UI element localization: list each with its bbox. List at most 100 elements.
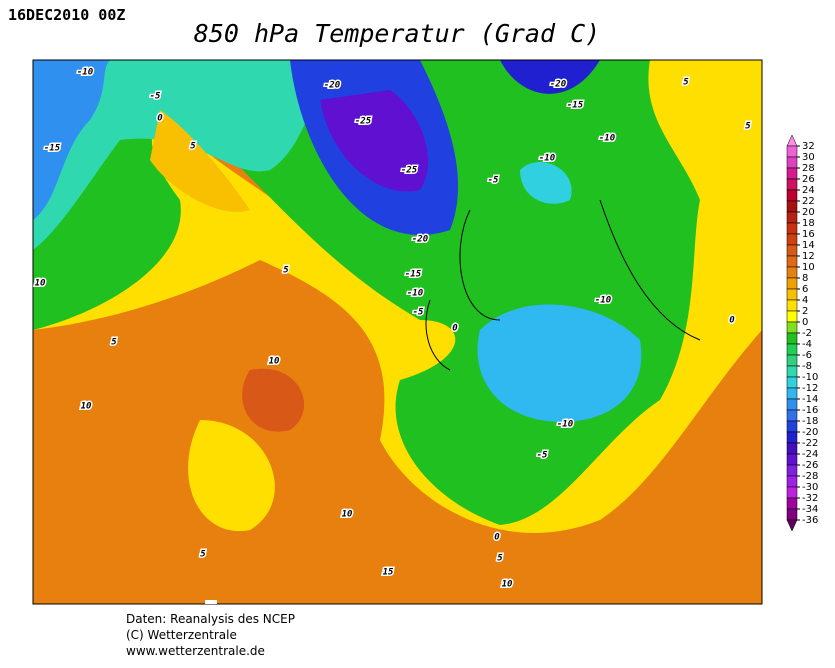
- colorbar-band: [786, 475, 798, 488]
- colorbar-label: 22: [802, 196, 815, 207]
- colorbar-band: [786, 332, 798, 345]
- colorbar-label: -2: [802, 328, 812, 339]
- colorbar-band: [786, 354, 798, 367]
- colorbar-band: [786, 244, 798, 257]
- colorbar-band: [786, 266, 798, 279]
- contour-label: 0: [452, 324, 458, 334]
- contour-label: 5: [111, 338, 117, 348]
- contour-label: -5: [537, 451, 548, 461]
- contour-label: -20: [550, 80, 567, 90]
- footer-text: www.wetterzentrale.de: [126, 644, 265, 658]
- colorbar-label: -10: [802, 372, 818, 383]
- colorbar-label: -30: [802, 482, 818, 493]
- contour-label: -20: [412, 235, 429, 245]
- colorbar-label: 14: [802, 240, 815, 251]
- colorbar-band: [786, 167, 798, 180]
- colorbar-label: 20: [802, 207, 815, 218]
- colorbar-cap: [786, 519, 798, 532]
- colorbar-label: -14: [802, 394, 818, 405]
- contour-label: 10: [35, 279, 46, 289]
- contour-label: 5: [497, 554, 503, 564]
- colorbar-band: [786, 442, 798, 455]
- colorbar-label: -8: [802, 361, 812, 372]
- colorbar-band: [786, 211, 798, 224]
- contour-label: -15: [567, 101, 584, 111]
- colorbar-band: [786, 486, 798, 499]
- contour-label: -15: [405, 270, 422, 280]
- colorbar-band: [786, 365, 798, 378]
- colorbar-band: [786, 376, 798, 389]
- colorbar-label: 8: [802, 273, 808, 284]
- contour-label: -10: [407, 289, 424, 299]
- colorbar-label: 16: [802, 229, 815, 240]
- contour-label: 0: [157, 114, 163, 124]
- colorbar: 32302826242220181614121086420-2-4-6-8-10…: [786, 134, 818, 532]
- contour-label: 5: [683, 78, 689, 88]
- colorbar-band: [786, 288, 798, 301]
- colorbar-label: -24: [802, 449, 818, 460]
- title: 850 hPa Temperatur (Grad C): [194, 19, 600, 48]
- colorbar-band: [786, 321, 798, 334]
- colorbar-band: [786, 222, 798, 235]
- colorbar-label: -28: [802, 471, 818, 482]
- contour-label: 10: [81, 402, 92, 412]
- colorbar-band: [786, 431, 798, 444]
- colorbar-label: -34: [802, 504, 818, 515]
- colorbar-band: [786, 464, 798, 477]
- map: [32, 59, 763, 605]
- contour-label: -5: [413, 308, 424, 318]
- colorbar-label: 24: [802, 185, 815, 196]
- colorbar-band: [786, 343, 798, 356]
- colorbar-label: 6: [802, 284, 808, 295]
- colorbar-label: -18: [802, 416, 818, 427]
- colorbar-label: 12: [802, 251, 815, 262]
- colorbar-band: [786, 189, 798, 202]
- colorbar-band: [786, 387, 798, 400]
- footer-text: Daten: Reanalysis des NCEP: [126, 612, 295, 626]
- contour-label: -5: [488, 176, 499, 186]
- contour-label: 10: [502, 580, 513, 590]
- contour-label: -10: [77, 68, 94, 78]
- contour-label: -10: [595, 296, 612, 306]
- contour-label: -10: [557, 420, 574, 430]
- contour-label: -10: [599, 134, 616, 144]
- colorbar-band: [786, 156, 798, 169]
- contour-label: 5: [190, 142, 196, 152]
- contour-label: 0: [729, 316, 735, 326]
- colorbar-label: 32: [802, 141, 815, 152]
- contour-label: 10: [269, 357, 280, 367]
- colorbar-label: -12: [802, 383, 818, 394]
- contour-label: 5: [200, 550, 206, 560]
- colorbar-band: [786, 233, 798, 246]
- colorbar-label: -20: [802, 427, 818, 438]
- contour-label: -25: [401, 166, 418, 176]
- contour-label: 10: [342, 510, 353, 520]
- colorbar-band: [786, 255, 798, 268]
- colorbar-label: 4: [802, 295, 808, 306]
- colorbar-label: 18: [802, 218, 815, 229]
- contour-label: 5: [283, 266, 289, 276]
- contour-labels: -10 -5 0 5 -15 10 -20 -25 -25 -20 -15 -10 -5 0 5 5 10 10 1…: [33, 66, 753, 591]
- colorbar-label: -36: [802, 515, 818, 526]
- colorbar-band: [786, 398, 798, 411]
- colorbar-band: [786, 310, 798, 323]
- colorbar-label: -32: [802, 493, 818, 504]
- colorbar-label: -16: [802, 405, 818, 416]
- contour-label: -5: [150, 92, 161, 102]
- colorbar-band: [786, 145, 798, 158]
- contour-label: 15: [383, 568, 394, 578]
- colorbar-label: 2: [802, 306, 808, 317]
- colorbar-band: [786, 200, 798, 213]
- colorbar-label: 28: [802, 163, 815, 174]
- colorbar-label: 26: [802, 174, 815, 185]
- colorbar-band: [786, 277, 798, 290]
- colorbar-band: [786, 497, 798, 510]
- contour-label: -25: [355, 117, 372, 127]
- colorbar-band: [786, 420, 798, 433]
- colorbar-band: [786, 409, 798, 422]
- contour-label: -20: [324, 81, 341, 91]
- colorbar-label: 10: [802, 262, 815, 273]
- contour-label: -10: [539, 154, 556, 164]
- colorbar-label: -4: [802, 339, 812, 350]
